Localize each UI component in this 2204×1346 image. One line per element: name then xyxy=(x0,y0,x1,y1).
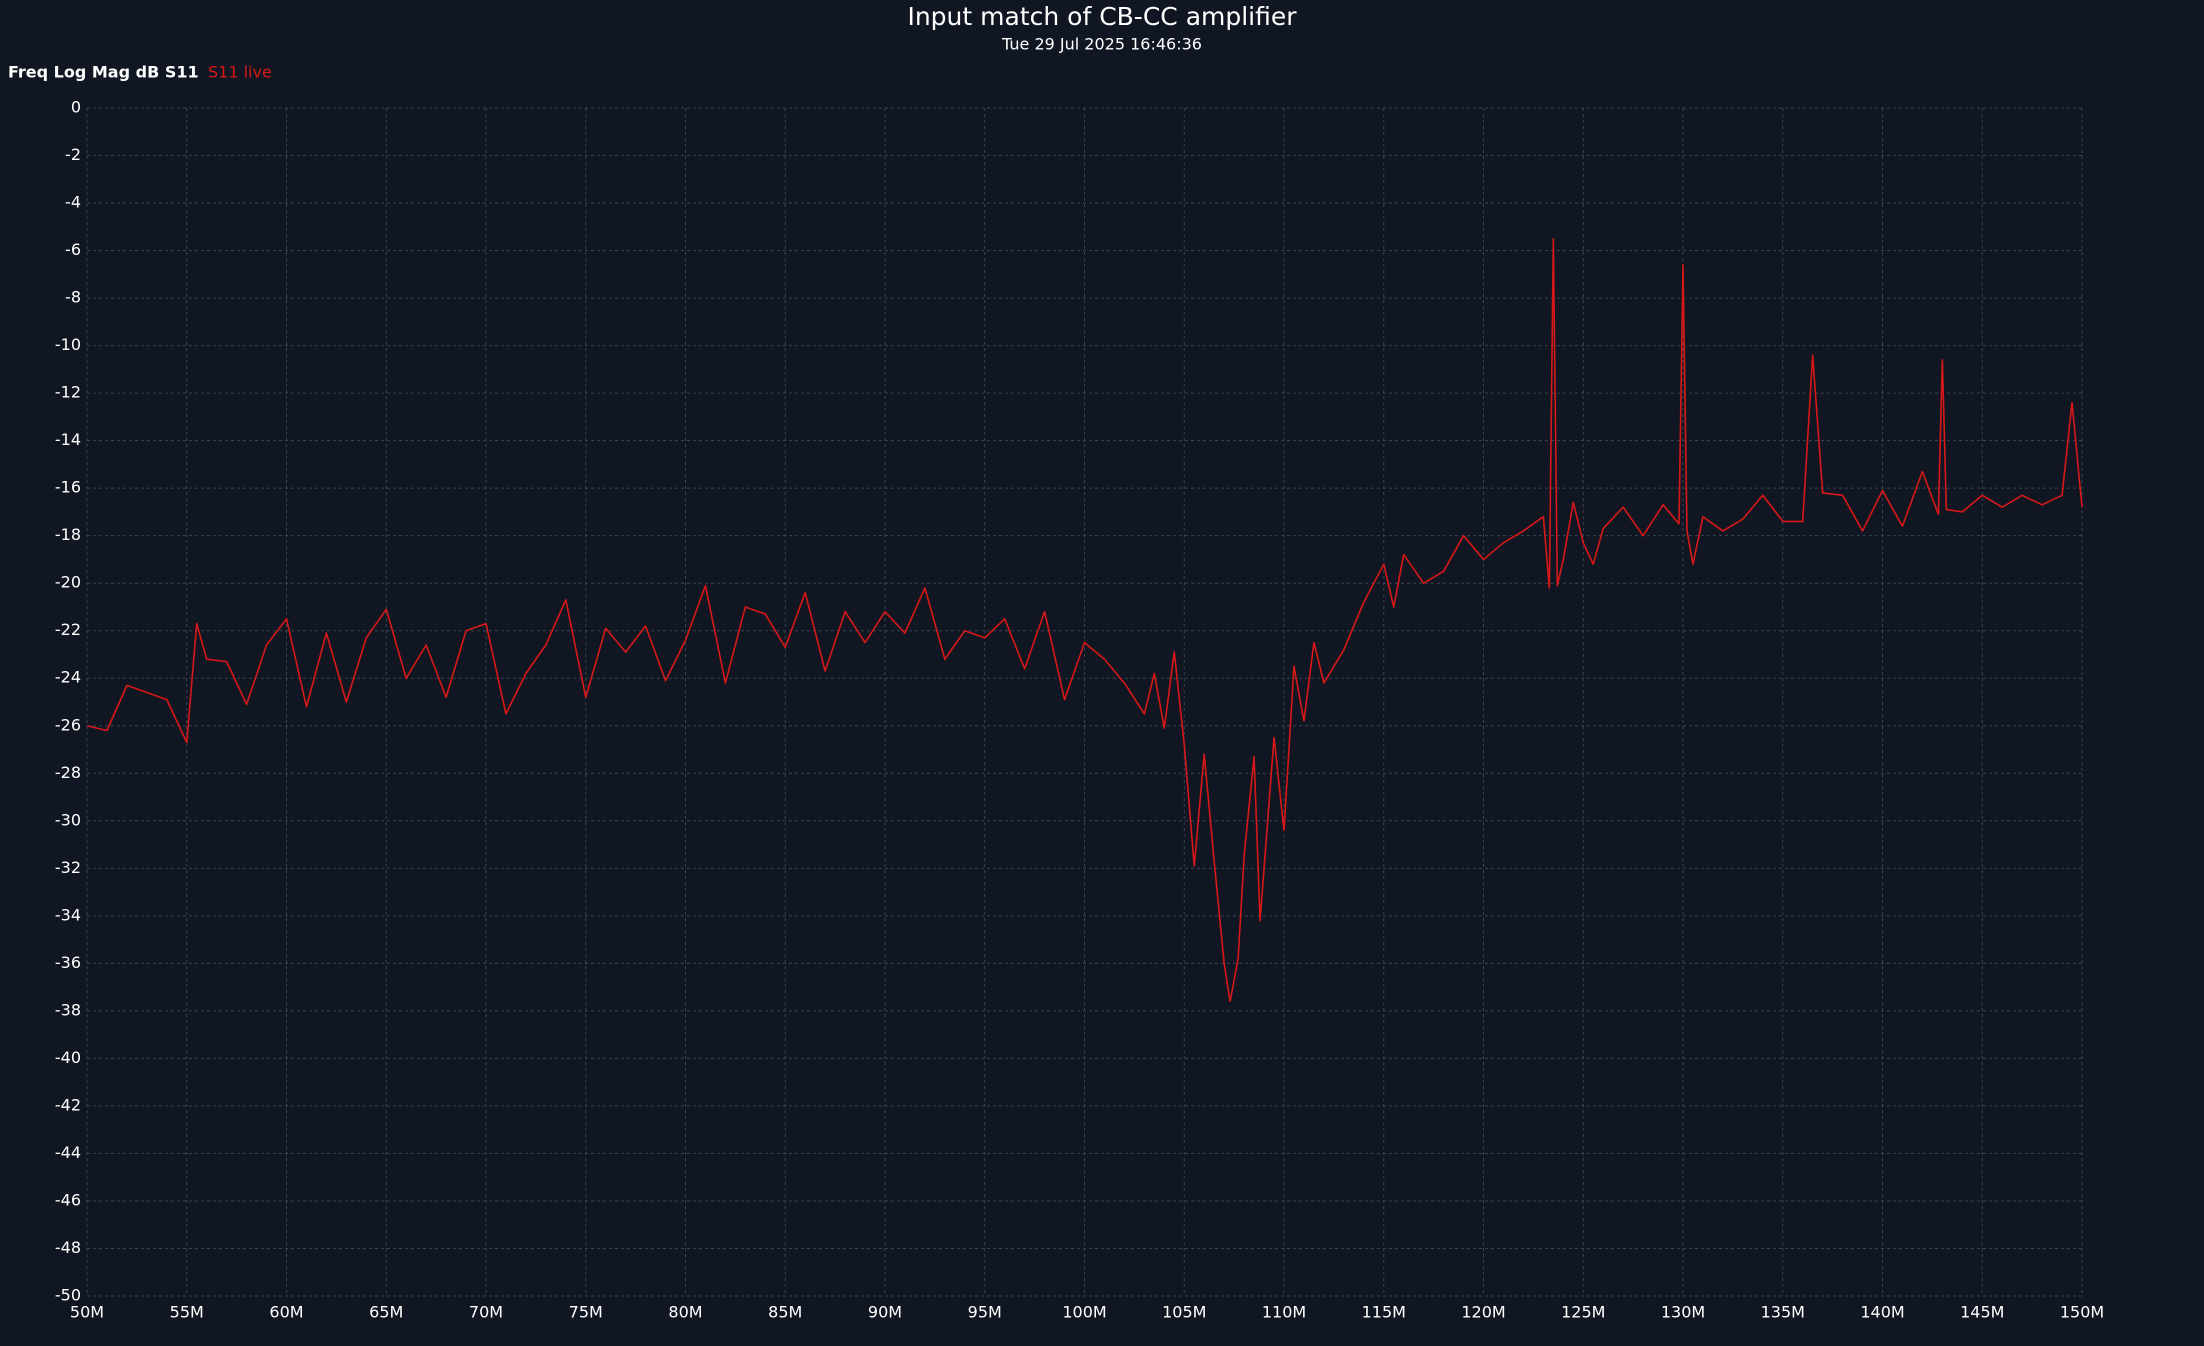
y-tick-label: -6 xyxy=(65,240,81,259)
chart-title: Input match of CB-CC amplifier xyxy=(907,2,1297,31)
x-tick-label: 140M xyxy=(1860,1303,1904,1322)
y-tick-label: -22 xyxy=(55,620,81,639)
y-tick-label: -2 xyxy=(65,145,81,164)
y-tick-label: -36 xyxy=(55,953,81,972)
y-tick-label: -30 xyxy=(55,810,81,829)
x-tick-label: 135M xyxy=(1761,1303,1805,1322)
x-tick-label: 110M xyxy=(1262,1303,1306,1322)
x-tick-label: 60M xyxy=(269,1303,303,1322)
x-tick-label: 130M xyxy=(1661,1303,1705,1322)
y-tick-label: -44 xyxy=(55,1143,81,1162)
x-tick-label: 125M xyxy=(1561,1303,1605,1322)
x-tick-label: 90M xyxy=(868,1303,902,1322)
x-tick-label: 65M xyxy=(369,1303,403,1322)
x-tick-label: 50M xyxy=(70,1303,104,1322)
x-tick-label: 115M xyxy=(1362,1303,1406,1322)
x-tick-label: 145M xyxy=(1960,1303,2004,1322)
y-tick-label: -34 xyxy=(55,905,81,924)
legend-entry: S11 live xyxy=(208,63,272,82)
y-tick-label: -50 xyxy=(55,1286,81,1305)
plot-area xyxy=(86,237,2083,1003)
legend: S11 live xyxy=(208,63,272,82)
x-tick-label: 150M xyxy=(2060,1303,2104,1322)
y-tick-label: -14 xyxy=(55,430,81,449)
y-tick-label: -20 xyxy=(55,573,81,592)
y-tick-label: -26 xyxy=(55,715,81,734)
x-tick-label: 80M xyxy=(668,1303,702,1322)
y-tick-label: -12 xyxy=(55,383,81,402)
x-tick-label: 100M xyxy=(1062,1303,1106,1322)
x-tick-label: 55M xyxy=(170,1303,204,1322)
y-tick-label: -48 xyxy=(55,1238,81,1257)
data-line xyxy=(86,237,2083,1003)
y-tick-label: -42 xyxy=(55,1095,81,1114)
y-tick-label: -40 xyxy=(55,1048,81,1067)
y-tick-label: 0 xyxy=(71,98,81,117)
y-tick-label: -38 xyxy=(55,1000,81,1019)
y-tick-label: -10 xyxy=(55,335,81,354)
x-tick-label: 120M xyxy=(1461,1303,1505,1322)
y-tick-label: -24 xyxy=(55,668,81,687)
y-tick-label: -8 xyxy=(65,288,81,307)
x-tick-label: 75M xyxy=(569,1303,603,1322)
y-tick-label: -32 xyxy=(55,858,81,877)
y-tick-label: -16 xyxy=(55,478,81,497)
x-tick-label: 85M xyxy=(768,1303,802,1322)
y-axis-label: Freq Log Mag dB S11 xyxy=(8,63,199,82)
x-tick-label: 70M xyxy=(469,1303,503,1322)
y-tick-label: -18 xyxy=(55,525,81,544)
grid: 0 -2 -4 -6 -8 -10 -12 -14 -16 -18 -20 -22 -24 -26 -28 -… xyxy=(55,98,2104,1322)
y-tick-label: -46 xyxy=(55,1190,81,1209)
y-tick-label: -28 xyxy=(55,763,81,782)
x-tick-label: 95M xyxy=(968,1303,1002,1322)
x-tick-label: 105M xyxy=(1162,1303,1206,1322)
y-tick-label: -4 xyxy=(65,193,81,212)
chart-subtitle: Tue 29 Jul 2025 16:46:36 xyxy=(1001,35,1202,54)
